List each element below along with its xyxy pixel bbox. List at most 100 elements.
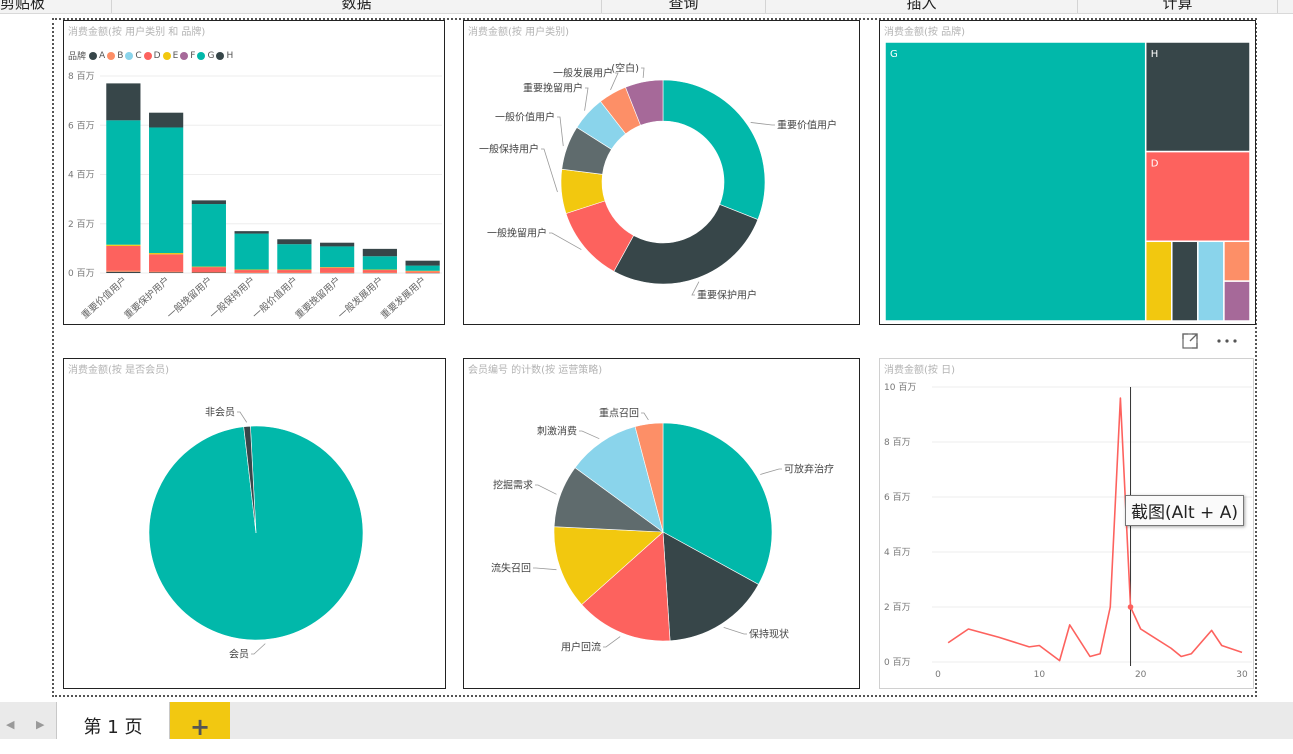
member-pie-plot: 会员 非会员 [148,406,364,661]
donut-chart-card[interactable]: 消费金额(按 用户类别) 重要价值用户 重要保护用户 一般挽留用户 一般保持用户 一般价… [463,20,860,325]
treemap-card[interactable]: 消费金额(按 品牌) G H D [879,20,1256,325]
treemap-label: D [1151,159,1159,170]
y-tick-label: 2 百万 [68,219,95,230]
legend-dot [107,51,116,60]
leader-line [641,67,645,78]
bar-segment-e [149,253,184,255]
add-page-button[interactable]: + [170,702,230,741]
bar-segment-d [149,254,184,272]
leader-line [237,411,248,423]
treemap-tile-h [1144,41,1251,153]
bar-segment-h [405,260,440,266]
donut-slice [662,79,766,220]
member-pie-slice [148,425,364,641]
strategy-pie-label: 流失召回 [491,562,531,575]
y-tick-label: 4 百万 [68,170,95,181]
x-tick-label: 重要保护用户 [122,274,172,321]
bar-segment-h [320,242,355,247]
leader-line [610,72,619,91]
strategy-pie-label: 用户回流 [561,641,601,654]
legend-dot [197,51,206,60]
hover-point [1127,604,1134,610]
bar-segment-e [362,269,397,271]
x-tick-label: 重要发展用户 [378,274,428,321]
leader-line [750,122,775,126]
donut-slice [625,79,664,126]
legend-item-g[interactable]: G [197,51,214,61]
donut-label: 一般保持用户 [479,143,539,156]
member-pie-slice [243,425,257,534]
bar-segment-d [191,267,226,273]
legend-label: E [172,50,179,61]
leader-line [533,567,557,571]
legend-item-f[interactable]: F [180,51,195,61]
bar-segment-e [277,269,312,271]
donut-label: 一般挽留用户 [487,227,547,240]
bar-segment-b [106,270,141,272]
strategy-pie-label: 可放弃治疗 [784,463,834,476]
member-pie-card[interactable]: 消费金额(按 是否会员) 会员 非会员 [63,358,446,689]
leader-line [760,468,782,475]
legend-dot [125,51,134,60]
x-tick-label: 20 [1135,670,1147,680]
bar-segment-b [234,272,269,274]
prev-page-icon[interactable]: ◀ [6,718,15,731]
y-tick-label: 8 百万 [884,437,911,448]
bar-segment-g [277,244,312,270]
legend-item-b[interactable]: B [107,51,123,61]
bar-segment-g [320,246,355,268]
ribbon-group-query[interactable]: 查询 [602,0,766,13]
report-canvas [52,18,1257,697]
bar-segment-b [149,271,184,273]
bar-segment-g [362,256,397,270]
bar-segment-b [405,272,440,274]
x-tick-label: 一般发展用户 [335,274,385,321]
y-tick-label: 4 百万 [884,547,911,558]
donut-label: 一般价值用户 [495,111,555,124]
y-tick-label: 0 百万 [68,268,95,279]
more-options-icon[interactable] [1214,331,1240,351]
leader-line [641,412,649,421]
leader-line [535,484,557,495]
ribbon-group-insert[interactable]: 插入 [766,0,1078,13]
treemap-plot: G H D [884,41,1251,322]
bar-segment-h [234,231,269,234]
legend-item-d[interactable]: D [143,51,161,61]
strategy-pie-card[interactable]: 会员编号 的计数(按 运营策略) 可放弃治疗 保持现状 用户回流 流失召回 挖掘需求 刺激… [463,358,860,689]
ribbon-group-data[interactable]: 数据 [112,0,602,13]
bar-segment-h [362,248,397,257]
page-tab-1[interactable]: 第 1 页 [56,702,170,739]
bar-segment-e [106,244,141,246]
x-tick-label: 重要价值用户 [79,274,129,321]
focus-mode-icon[interactable] [1180,331,1200,351]
legend-dot [162,51,171,60]
legend-item-e[interactable]: E [162,50,179,61]
legend-dot [180,51,189,60]
next-page-icon[interactable]: ▶ [36,718,45,731]
leader-line [579,430,600,440]
legend-item-h[interactable]: H [216,51,233,61]
donut-label: 重要保护用户 [697,289,757,302]
legend-label: F [190,50,196,61]
bar-segment-b [320,272,355,274]
ribbon-group-clipboard[interactable]: 剪贴板 [0,0,112,13]
legend-item-a[interactable]: A [89,51,105,61]
treemap-label: G [890,49,898,60]
bar-segment-d [277,270,312,273]
treemap-tile-c [1197,240,1225,322]
bar-segment-g [106,120,141,245]
treemap-tile-a [1171,240,1199,322]
bar-segment-d [405,271,440,273]
legend-item-c[interactable]: C [125,51,142,61]
strategy-pie-label: 刺激消费 [537,425,577,438]
donut-slice [613,204,759,285]
bar-chart-title: 消费金额(按 用户类别 和 品牌) [68,27,206,38]
legend-label: B [117,50,124,61]
strategy-pie-slice [634,422,664,533]
donut-label: (空白) [611,62,639,75]
ribbon-group-calculate[interactable]: 计算 [1078,0,1278,13]
leader-line [691,281,700,296]
bar-segment-a [106,271,141,273]
x-tick-label: 0 [935,670,941,680]
